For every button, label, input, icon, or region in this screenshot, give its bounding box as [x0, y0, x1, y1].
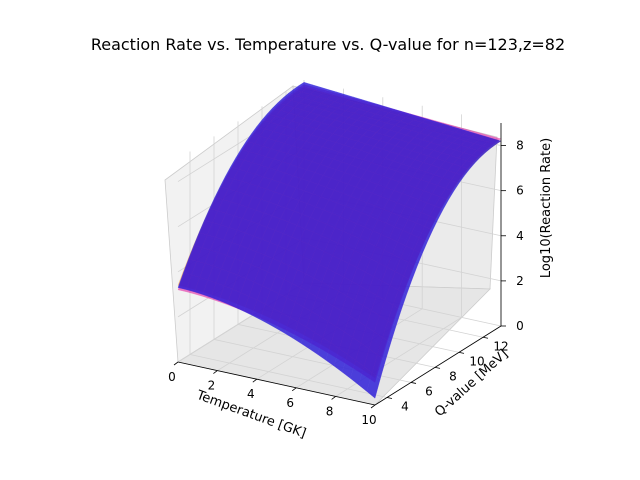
x-axis-line	[177, 361, 376, 406]
x-tick	[252, 378, 258, 383]
y-axis-line	[374, 325, 502, 406]
axes: 0 2 4 6 8 10 4 6 8 10 12 0 2 4 6 8	[168, 123, 524, 427]
surface-plot	[177, 82, 502, 399]
x-tick-label: 2	[208, 379, 216, 393]
y-tick-label: 4	[401, 399, 409, 413]
z-tick-label: 0	[516, 319, 524, 333]
surface-series	[177, 82, 502, 399]
x-tick	[331, 396, 336, 400]
z-tick-label: 8	[516, 139, 524, 153]
y-tick-label: 8	[449, 369, 457, 383]
x-tick	[213, 370, 218, 374]
x-tick	[173, 361, 179, 366]
y-tick	[410, 382, 417, 384]
chart-title: Reaction Rate vs. Temperature vs. Q-valu…	[91, 35, 565, 54]
x-tick-label: 4	[247, 387, 255, 401]
x-tick-label: 8	[326, 404, 334, 418]
y-tick-label: 10	[469, 354, 484, 368]
y-tick	[458, 351, 465, 354]
x-tick-label: 10	[361, 413, 376, 427]
z-tick-label: 6	[516, 184, 524, 198]
z-tick-label: 4	[516, 229, 524, 243]
y-tick	[482, 336, 489, 339]
x-tick-label: 6	[286, 396, 294, 410]
z-axis-label: Log10(Reaction Rate)	[539, 138, 554, 278]
y-tick-label: 6	[425, 384, 433, 398]
x-tick	[370, 404, 376, 409]
surface-patch	[366, 372, 381, 399]
x-tick	[291, 387, 297, 392]
x-tick-label: 0	[168, 370, 176, 384]
y-tick	[386, 397, 393, 399]
z-tick-label: 2	[516, 274, 524, 288]
y-tick	[434, 366, 441, 369]
y-tick-label: 12	[493, 339, 508, 353]
